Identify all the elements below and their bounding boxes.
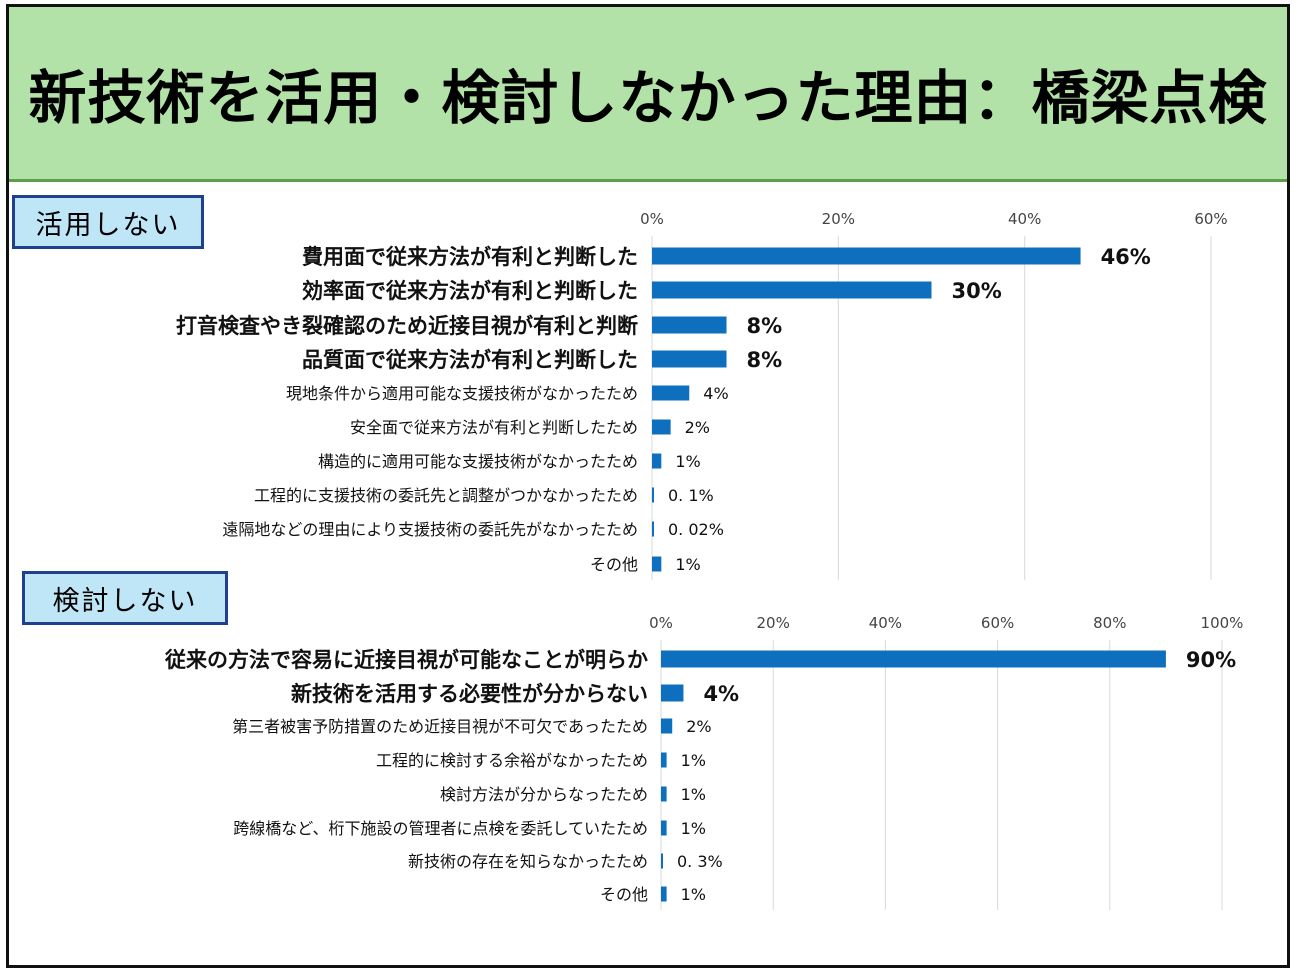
title-banner: 新技術を活用・検討しなかった理由：橋梁点検	[9, 7, 1287, 182]
value-label: 0. 02%	[668, 520, 724, 539]
category-label: 従来の方法で容易に近接目視が可能なことが明らか	[164, 648, 648, 672]
tick-label: 0%	[649, 614, 673, 632]
bar	[652, 350, 727, 368]
bar	[652, 521, 654, 537]
bar	[661, 684, 684, 702]
bar	[652, 316, 727, 334]
category-label: 効率面で従来方法が有利と判断した	[302, 279, 638, 303]
bar	[661, 820, 667, 836]
value-label: 8%	[747, 348, 783, 372]
value-label: 1%	[675, 555, 700, 574]
value-label: 2%	[685, 418, 710, 437]
slide-frame: 新技術を活用・検討しなかった理由：橋梁点検	[6, 4, 1290, 968]
tick-label: 80%	[1093, 614, 1126, 632]
bar	[661, 886, 667, 902]
bar	[652, 453, 662, 469]
value-label: 0. 1%	[668, 486, 714, 505]
category-label: その他	[590, 555, 638, 574]
section-label-not-used: 活用しない	[12, 195, 204, 249]
value-label: 1%	[681, 819, 706, 838]
value-label: 30%	[952, 279, 1002, 303]
page-title: 新技術を活用・検討しなかった理由：橋梁点検	[28, 64, 1268, 132]
bar	[661, 853, 663, 869]
value-label: 1%	[675, 452, 700, 471]
category-label: 跨線橋など、桁下施設の管理者に点検を委託していたため	[233, 819, 648, 838]
category-label: 費用面で従来方法が有利と判断した	[302, 245, 638, 269]
bar	[661, 752, 667, 768]
bar	[652, 385, 690, 401]
tick-label: 0%	[640, 210, 664, 228]
category-label: 品質面で従来方法が有利と判断した	[302, 348, 638, 372]
value-label: 0. 3%	[677, 852, 723, 871]
category-label: 工程的に支援技術の委託先と調整がつかなかったため	[254, 486, 638, 505]
category-label: 現地条件から適用可能な支援技術がなかったため	[286, 384, 638, 403]
category-label: 遠隔地などの理由により支援技術の委託先がなかったため	[222, 520, 638, 539]
value-label: 1%	[681, 751, 706, 770]
value-label: 4%	[703, 384, 728, 403]
value-label: 46%	[1101, 245, 1151, 269]
bar	[661, 650, 1166, 668]
value-label: 90%	[1186, 648, 1236, 672]
bar	[652, 487, 654, 503]
tick-label: 20%	[822, 210, 855, 228]
category-label: 打音検査やき裂確認のため近接目視が有利と判断	[176, 314, 638, 338]
category-label: 新技術を活用する必要性が分からない	[291, 682, 648, 706]
section-label-not-considered: 検討しない	[22, 571, 228, 625]
bar	[661, 718, 673, 734]
value-label: 1%	[681, 785, 706, 804]
bar	[652, 247, 1081, 265]
value-label: 4%	[703, 682, 739, 706]
bar	[652, 556, 662, 572]
tick-label: 100%	[1201, 614, 1244, 632]
bar	[661, 786, 667, 802]
category-label: 安全面で従来方法が有利と判断したため	[350, 418, 638, 437]
tick-label: 60%	[981, 614, 1014, 632]
bar	[652, 419, 671, 435]
category-label: 第三者被害予防措置のため近接目視が不可欠であったため	[232, 717, 648, 736]
value-label: 1%	[681, 885, 706, 904]
category-label: その他	[600, 885, 648, 904]
value-label: 8%	[747, 314, 783, 338]
tick-label: 40%	[1008, 210, 1041, 228]
category-label: 検討方法が分からなったため	[440, 785, 648, 804]
tick-label: 60%	[1194, 210, 1227, 228]
value-label: 2%	[686, 717, 711, 736]
category-label: 構造的に適用可能な支援技術がなかったため	[318, 452, 638, 471]
tick-label: 40%	[869, 614, 902, 632]
category-label: 工程的に検討する余裕がなかったため	[376, 751, 648, 770]
bar	[652, 281, 932, 299]
category-label: 新技術の存在を知らなかったため	[408, 852, 648, 871]
tick-label: 20%	[757, 614, 790, 632]
